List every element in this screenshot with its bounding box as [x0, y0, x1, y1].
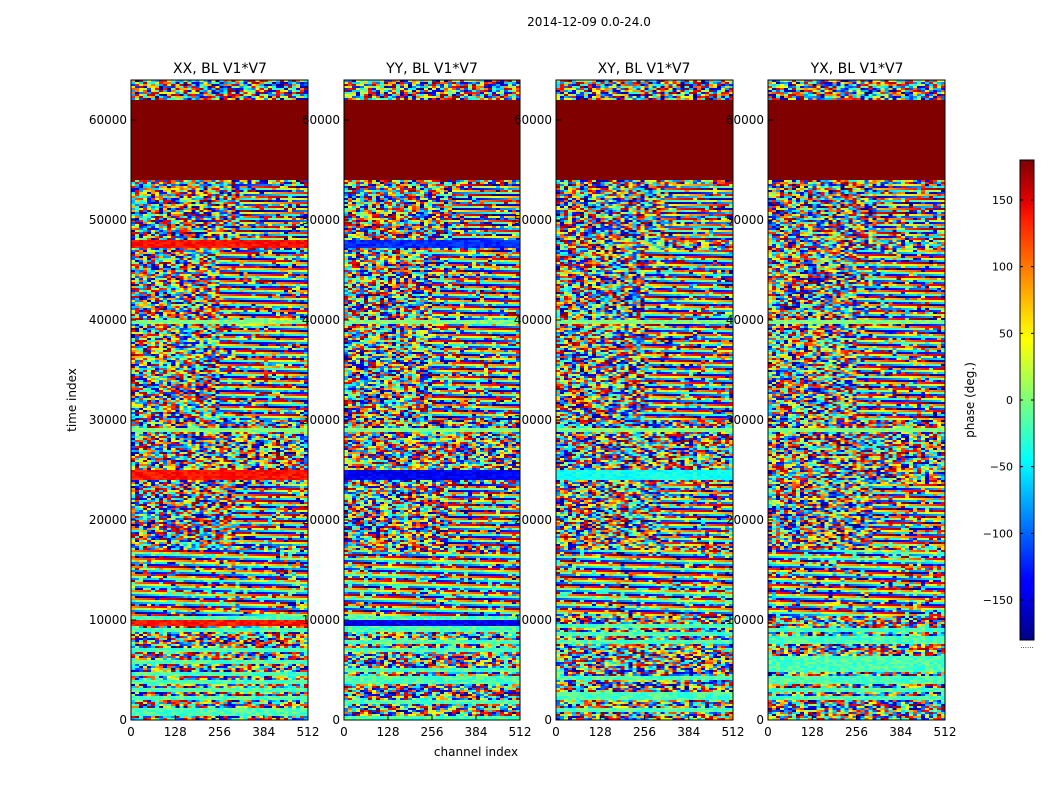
panel-title-yy: YY, BL V1*V7	[385, 61, 478, 77]
y-tick-label: 10000	[514, 613, 552, 627]
panel-title-xy: XY, BL V1*V7	[598, 61, 691, 77]
colorbar-tick-label: 0	[1006, 394, 1013, 407]
colorbar-tick-label: −50	[990, 461, 1013, 474]
x-tick-label: 128	[377, 725, 400, 739]
y-tick-label: 50000	[302, 213, 340, 227]
y-tick-label: 50000	[726, 213, 764, 227]
colorbar-ticks: −150 −100 −50 0 50 100 150	[983, 194, 1034, 607]
x-tick-label: 128	[164, 725, 187, 739]
y-tick-label: 30000	[89, 413, 127, 427]
y-tick-label: 10000	[89, 613, 127, 627]
heatmap-image-yx	[768, 80, 945, 720]
panel-xy: XY, BL V1*V7 0 128 256 384 512 0 10000 20000 30…	[514, 61, 745, 739]
x-axis-label: channel index	[434, 745, 518, 759]
x-tick-label: 512	[934, 725, 957, 739]
y-tick-label: 20000	[726, 513, 764, 527]
colorbar-footer: ......	[1020, 642, 1033, 650]
x-tick-label: 512	[722, 725, 745, 739]
y-tick-label: 60000	[514, 113, 552, 127]
heatmap-image-xx	[131, 80, 308, 720]
x-ticks-xy: 0 128 256 384 512	[552, 715, 744, 739]
y-tick-label: 60000	[89, 113, 127, 127]
y-tick-label: 10000	[726, 613, 764, 627]
y-tick-label: 50000	[514, 213, 552, 227]
y-tick-label: 60000	[726, 113, 764, 127]
x-tick-label: 128	[589, 725, 612, 739]
y-tick-label: 0	[544, 713, 552, 727]
panel-title-yx: YX, BL V1*V7	[810, 61, 904, 77]
y-ticks-xy: 0 10000 20000 30000 40000 50000 60000	[514, 113, 561, 727]
panel-title-xx: XX, BL V1*V7	[173, 61, 267, 77]
x-ticks-yy: 0 128 256 384 512	[340, 715, 531, 739]
heatmap-image-xy	[556, 80, 733, 720]
y-tick-label: 40000	[514, 313, 552, 327]
x-tick-label: 256	[845, 725, 868, 739]
x-tick-label: 384	[677, 725, 700, 739]
x-tick-label: 256	[421, 725, 444, 739]
y-tick-label: 10000	[302, 613, 340, 627]
y-tick-label: 30000	[726, 413, 764, 427]
y-axis-label: time index	[65, 368, 79, 432]
y-ticks-xx: 0 10000 20000 30000 40000 50000 60000	[89, 113, 136, 727]
colorbar-tick-label: 50	[999, 327, 1013, 340]
x-tick-label: 0	[340, 725, 348, 739]
y-tick-label: 0	[332, 713, 340, 727]
panel-xx: XX, BL V1*V7 0 128 256 384 512 0 10000 20000 30…	[89, 61, 320, 739]
y-tick-label: 40000	[302, 313, 340, 327]
y-tick-label: 0	[119, 713, 127, 727]
x-tick-label: 128	[801, 725, 824, 739]
y-ticks-yy: 0 10000 20000 30000 40000 50000 60000	[302, 113, 349, 727]
panel-yx: YX, BL V1*V7 0 128 256 384 512 0 10000 20000 30…	[726, 61, 957, 739]
y-tick-label: 60000	[302, 113, 340, 127]
heatmap-xy	[556, 80, 733, 720]
y-tick-label: 0	[756, 713, 764, 727]
x-ticks-xx: 0 128 256 384 512	[127, 715, 319, 739]
y-tick-label: 30000	[302, 413, 340, 427]
colorbar-tick-label: 100	[992, 261, 1013, 274]
y-tick-label: 30000	[514, 413, 552, 427]
y-tick-label: 40000	[726, 313, 764, 327]
panel-yy: YY, BL V1*V7 0 128 256 384 512 0 10000 20000 30…	[302, 61, 532, 739]
figure-title: 2014-12-09 0.0-24.0	[527, 15, 651, 29]
y-tick-label: 20000	[302, 513, 340, 527]
x-tick-label: 256	[633, 725, 656, 739]
y-tick-label: 20000	[514, 513, 552, 527]
x-tick-label: 0	[127, 725, 135, 739]
colorbar-tick-label: −150	[983, 594, 1013, 607]
x-tick-label: 512	[509, 725, 532, 739]
y-tick-label: 50000	[89, 213, 127, 227]
x-tick-label: 384	[889, 725, 912, 739]
heatmap-xx	[131, 80, 308, 720]
y-tick-label: 40000	[89, 313, 127, 327]
colorbar-tick-label: −100	[983, 527, 1013, 540]
heatmap-image-yy	[344, 80, 520, 720]
colorbar-label: phase (deg.)	[963, 362, 977, 438]
x-ticks-yx: 0 128 256 384 512	[764, 715, 956, 739]
x-tick-label: 512	[297, 725, 320, 739]
colorbar-tick-label: 150	[992, 194, 1013, 207]
heatmap-yx	[768, 80, 945, 720]
x-tick-label: 256	[208, 725, 231, 739]
heatmap-yy	[344, 80, 520, 720]
x-tick-label: 384	[465, 725, 488, 739]
y-tick-label: 20000	[89, 513, 127, 527]
x-tick-label: 0	[764, 725, 772, 739]
colorbar: −150 −100 −50 0 50 100 150 phase (deg.) ......	[963, 159, 1035, 650]
x-tick-label: 384	[252, 725, 275, 739]
y-ticks-yx: 0 10000 20000 30000 40000 50000 60000	[726, 113, 773, 727]
x-tick-label: 0	[552, 725, 560, 739]
